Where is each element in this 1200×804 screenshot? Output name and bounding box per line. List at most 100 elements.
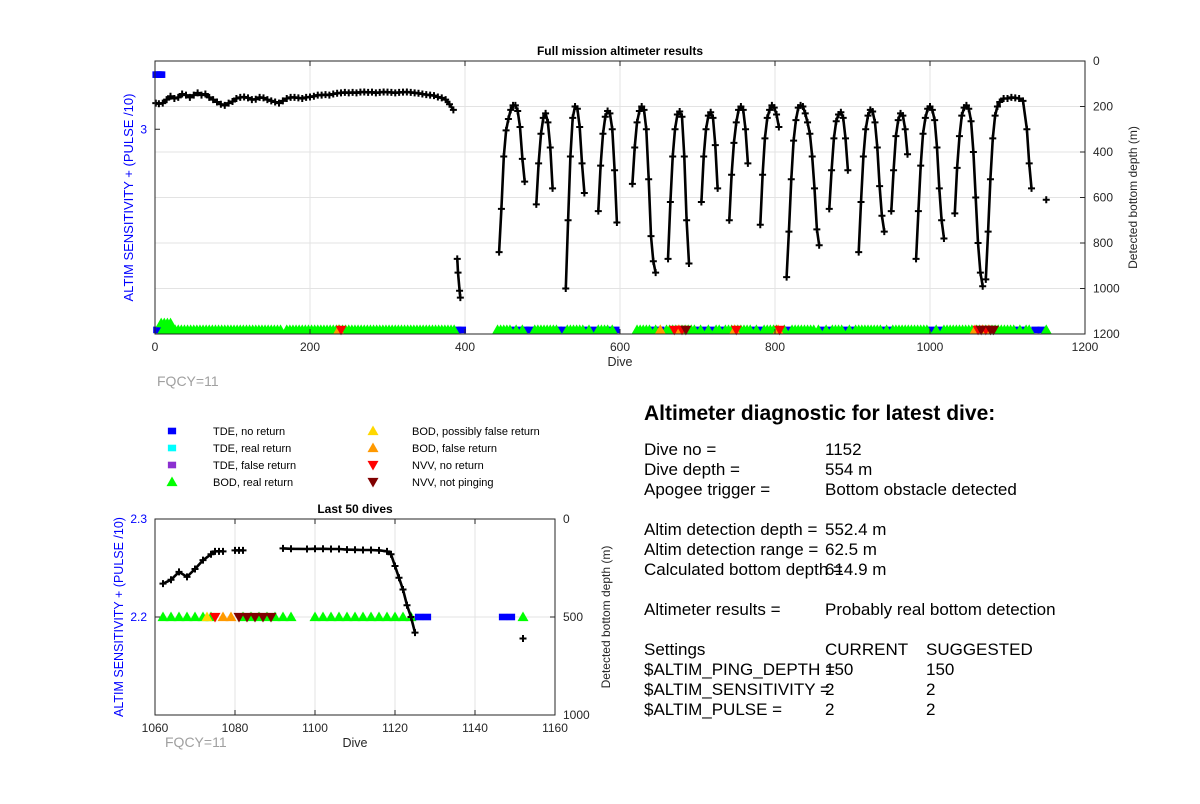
depth-point — [359, 546, 367, 554]
data-marker — [209, 612, 221, 623]
depth-point — [770, 104, 778, 112]
depth-point — [859, 153, 867, 161]
depth-point — [207, 550, 215, 558]
depth-point — [456, 287, 464, 295]
depth-point — [832, 117, 840, 125]
y-tick-label-right: 1000 — [1093, 282, 1120, 296]
depth-point — [940, 234, 948, 242]
depth-point — [601, 113, 609, 121]
data-marker — [357, 611, 369, 622]
setting-current: 2 — [825, 680, 835, 699]
setting-name: $ALTIM_PING_DEPTH = — [644, 660, 835, 679]
depth-point — [813, 225, 821, 233]
depth-point — [631, 143, 639, 151]
depth-point — [664, 255, 672, 263]
depth-point — [640, 106, 648, 114]
legend-label: BOD, possibly false return — [412, 426, 540, 438]
depth-point — [497, 205, 505, 213]
dive-depth-label: Dive depth = — [644, 460, 740, 479]
data-marker — [277, 611, 289, 622]
depth-point — [544, 118, 552, 126]
depth-point — [453, 255, 461, 263]
data-marker — [1040, 324, 1052, 335]
depth-point — [399, 586, 407, 594]
depth-point — [967, 117, 975, 125]
depth-point — [993, 103, 1001, 110]
data-marker — [930, 324, 942, 335]
fqcy-annotation: FQCY=11 — [165, 734, 227, 750]
depth-point — [1015, 95, 1023, 103]
depth-point — [343, 546, 351, 554]
depth-line — [631, 103, 657, 273]
x-tick-label: 200 — [300, 340, 320, 354]
depth-point — [808, 153, 816, 161]
x-tick-label: 800 — [765, 340, 785, 354]
depth-point — [844, 166, 852, 174]
depth-point — [700, 153, 708, 161]
chart-title: Last 50 dives — [317, 502, 393, 516]
y-tick-label-right: 800 — [1093, 236, 1113, 250]
results-label: Altimeter results = — [644, 600, 781, 619]
depth-point — [566, 153, 574, 161]
depth-point — [783, 273, 791, 281]
depth-point — [159, 99, 167, 107]
depth-line — [535, 109, 554, 205]
depth-point — [921, 114, 929, 122]
detection-depth-row: Altim detection depth = 552.4 m — [644, 520, 1164, 540]
data-marker — [517, 611, 529, 622]
depth-point — [183, 573, 191, 581]
depth-point — [232, 95, 240, 103]
y-axis-label-right: Detected bottom depth (m) — [599, 546, 613, 689]
depth-point — [766, 106, 774, 114]
depth-point — [391, 562, 399, 570]
x-tick-label: 1120 — [382, 721, 408, 735]
data-marker — [774, 325, 786, 336]
x-tick-label: 1080 — [222, 721, 249, 735]
data-marker — [397, 611, 409, 622]
depth-point — [785, 228, 793, 236]
data-marker — [695, 324, 707, 335]
depth-point — [454, 269, 462, 277]
depth-point — [862, 125, 870, 133]
depth-point — [901, 125, 909, 133]
depth-point — [562, 285, 570, 292]
data-marker — [333, 611, 345, 622]
depth-point — [174, 93, 182, 101]
depth-point — [446, 100, 453, 108]
depth-point — [744, 159, 752, 167]
depth-point — [914, 207, 922, 215]
setting-suggested: 2 — [926, 680, 936, 699]
x-axis-label: Dive — [607, 355, 632, 369]
depth-point — [958, 112, 966, 120]
depth-point — [645, 175, 653, 183]
depth-point — [938, 216, 946, 224]
legend-marker — [367, 442, 379, 453]
depth-point — [407, 613, 415, 621]
depth-point — [495, 248, 503, 256]
depth-point — [170, 95, 178, 103]
y-tick-label-right: 0 — [1093, 54, 1100, 68]
depth-point — [279, 544, 287, 552]
depth-point — [521, 178, 529, 186]
depth-point — [697, 198, 705, 206]
depth-point — [504, 115, 512, 123]
depth-point — [175, 568, 183, 576]
dive-depth-value: 554 m — [825, 460, 873, 479]
depth-point — [857, 198, 865, 206]
depth-point — [516, 123, 524, 131]
depth-point — [260, 94, 267, 102]
depth-point — [873, 143, 881, 151]
depth-point — [965, 105, 973, 113]
apogee-label: Apogee trigger = — [644, 480, 771, 499]
depth-point — [635, 107, 643, 115]
detection-depth-label: Altim detection depth = — [644, 520, 818, 539]
depth-point — [564, 216, 572, 224]
settings-label: Settings — [644, 640, 706, 659]
depth-point — [438, 94, 446, 102]
depth-point — [830, 134, 838, 142]
depth-point — [159, 580, 167, 588]
data-marker — [201, 611, 213, 622]
depth-point — [542, 109, 550, 117]
legend-label: NVV, no return — [412, 460, 484, 472]
data-marker — [173, 611, 185, 622]
